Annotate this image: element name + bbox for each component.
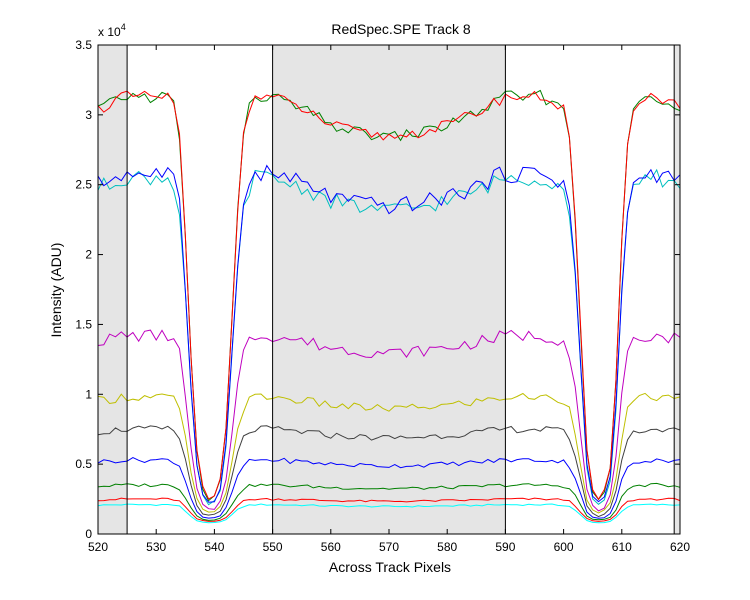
x-axis-label: Across Track Pixels	[329, 559, 451, 575]
x-tick-label: 590	[495, 540, 515, 554]
y-axis-label: Intensity (ADU)	[48, 243, 64, 338]
x-tick-label: 620	[670, 540, 690, 554]
shaded-regions	[98, 45, 680, 534]
x-tick-label: 610	[612, 540, 632, 554]
series-line-0	[97, 503, 681, 524]
x-tick-label: 570	[379, 540, 399, 554]
shaded-region-0	[98, 45, 128, 534]
chart-title: RedSpec.SPE Track 8	[331, 21, 471, 37]
y-tick-label: 1.5	[75, 317, 92, 331]
x-tick-label: 530	[146, 540, 166, 554]
x-tick-label: 540	[204, 540, 224, 554]
series-line-6	[97, 329, 681, 512]
series-line-4	[97, 425, 681, 518]
y-tick-label: 2.5	[75, 178, 92, 192]
y-tick-label: 1	[85, 387, 92, 401]
x-tick-label: 560	[321, 540, 341, 554]
axis-ticks: 520 530 540 550 560 570 580 590 600 610 620 0 0.5 1 1.…	[75, 38, 690, 554]
x-tick-label: 550	[263, 540, 283, 554]
y-tick-label: 0.5	[75, 457, 92, 471]
y-tick-label: 3.5	[75, 38, 92, 52]
shaded-region-2	[674, 45, 680, 534]
y-tick-label: 3	[85, 108, 92, 122]
x-tick-label: 520	[88, 540, 108, 554]
series-line-3	[97, 457, 681, 519]
series-line-1	[97, 497, 681, 522]
series-lines	[97, 89, 681, 524]
vertical-markers	[126, 45, 675, 534]
y-tick-label: 2	[85, 248, 92, 262]
series-line-5	[97, 392, 681, 514]
x-tick-label: 600	[554, 540, 574, 554]
shaded-region-1	[272, 45, 506, 534]
y-axis-multiplier: x 104	[98, 22, 126, 39]
y-tick-label: 0	[85, 527, 92, 541]
y-multiplier-exponent: 4	[121, 22, 126, 32]
y-multiplier-base: x 10	[98, 25, 121, 39]
series-line-2	[97, 482, 681, 521]
series-line-10	[97, 90, 681, 501]
series-line-8	[97, 164, 681, 503]
x-tick-label: 580	[437, 540, 457, 554]
